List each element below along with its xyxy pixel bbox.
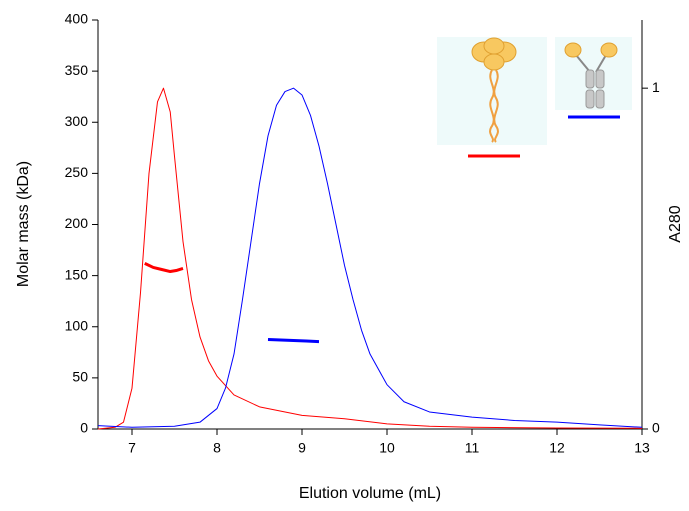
- y-tick-label: 350: [65, 62, 89, 78]
- antibody-icon-large: [437, 37, 547, 158]
- y2-tick-label: 0: [652, 420, 660, 436]
- y-tick-label: 50: [72, 369, 88, 385]
- fc: [595, 69, 605, 89]
- y2-tick-label: 1: [652, 79, 660, 95]
- x-tick-label: 8: [213, 440, 221, 456]
- x-tick-label: 10: [379, 440, 395, 456]
- domain: [483, 53, 505, 71]
- domain: [483, 37, 505, 55]
- fc: [595, 89, 605, 109]
- y2-axis-label: A280: [667, 205, 684, 242]
- y-tick-label: 300: [65, 113, 89, 129]
- domain: [600, 42, 618, 58]
- data-line: [267, 338, 320, 344]
- stalk: [489, 69, 495, 143]
- y-tick-label: 0: [80, 420, 88, 436]
- y-axis-label: Molar mass (kDa): [15, 161, 32, 287]
- x-tick-label: 12: [549, 440, 565, 456]
- x-tick-label: 9: [298, 440, 306, 456]
- data-line: [97, 87, 643, 428]
- x-tick-label: 13: [634, 440, 650, 456]
- y-tick-label: 100: [65, 317, 89, 333]
- x-axis-label: Elution volume (mL): [299, 485, 441, 502]
- data-line: [97, 87, 643, 430]
- data-line: [144, 262, 184, 274]
- y-tick-label: 200: [65, 215, 89, 231]
- antibody-icon-small: [555, 37, 632, 119]
- x-tick-label: 7: [128, 440, 136, 456]
- hinge: [575, 54, 607, 73]
- y-tick-label: 250: [65, 164, 89, 180]
- y-tick-label: 400: [65, 11, 89, 27]
- fc: [585, 89, 595, 109]
- stalk: [493, 69, 499, 143]
- domain: [564, 42, 582, 58]
- fc: [585, 69, 595, 89]
- x-tick-label: 11: [465, 440, 480, 456]
- y-tick-label: 150: [65, 266, 89, 282]
